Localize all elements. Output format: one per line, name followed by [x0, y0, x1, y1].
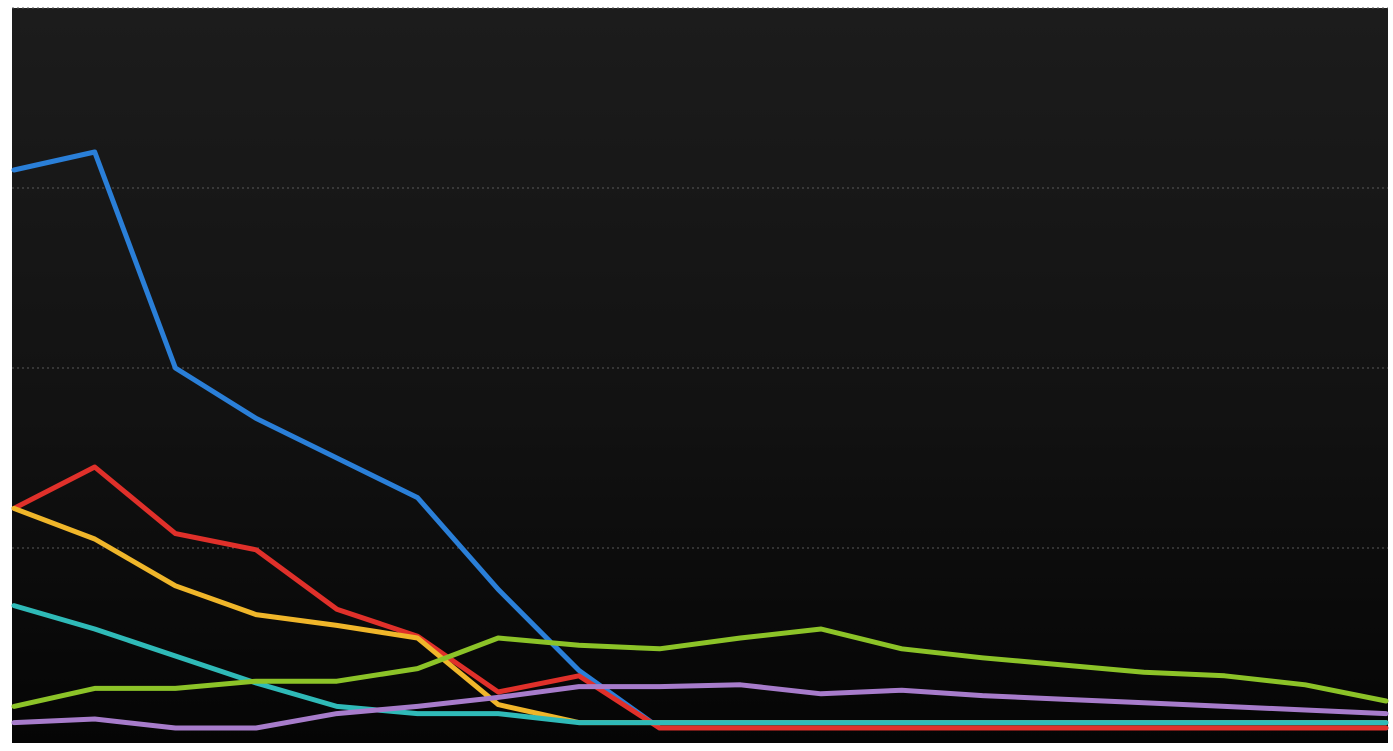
series-line-4: [11, 603, 1389, 726]
series-line-5: [11, 626, 1389, 709]
series-line-2: [11, 464, 1389, 731]
grid-layer: [12, 7, 1388, 549]
plot-background: [12, 8, 1388, 743]
series-layer: [11, 149, 1389, 731]
series-line-6: [11, 682, 1389, 731]
